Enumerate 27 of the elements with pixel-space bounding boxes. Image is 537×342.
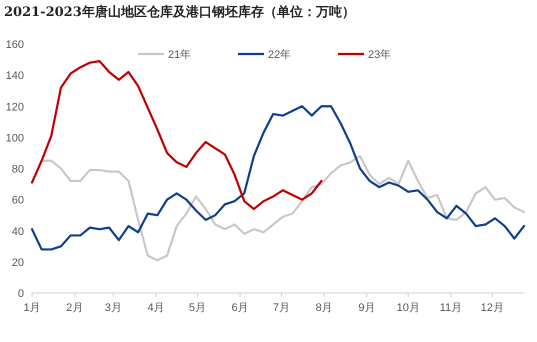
y-tick-label: 80	[12, 164, 24, 176]
x-tick-label: 9月	[358, 302, 376, 314]
x-tick-label: 8月	[316, 302, 333, 314]
x-tick-label: 5月	[188, 302, 206, 314]
y-tick-label: 60	[12, 194, 24, 207]
y-tick-label: 20	[12, 256, 24, 269]
y-tick-label: 0	[18, 288, 24, 300]
x-tick-label: 6月	[232, 302, 249, 314]
y-tick-label: 160	[6, 39, 24, 51]
x-tick-label: 11月	[440, 302, 462, 314]
y-tick-label: 100	[6, 132, 24, 144]
x-tick-label: 4月	[147, 302, 165, 314]
x-tick-label: 12月	[480, 302, 504, 314]
legend-label: 23年	[368, 49, 392, 61]
y-tick-label: 40	[12, 226, 24, 238]
x-tick-label: 1月	[23, 302, 41, 314]
line-series	[30, 60, 323, 210]
legend-label: 22年	[268, 49, 292, 61]
chart-title: 2021-2023年唐山地区仓库及港口钢坯库存（单位：万吨）	[4, 4, 355, 20]
legend-label: 21年	[168, 49, 192, 61]
x-tick-label: 2月	[66, 302, 84, 314]
x-tick-label: 7月	[272, 302, 290, 314]
y-tick-label: 140	[6, 70, 24, 82]
x-tick-label: 10月	[396, 302, 420, 314]
y-tick-label: 120	[6, 101, 24, 114]
x-tick-label: 3月	[104, 302, 122, 314]
line-series	[30, 105, 526, 251]
